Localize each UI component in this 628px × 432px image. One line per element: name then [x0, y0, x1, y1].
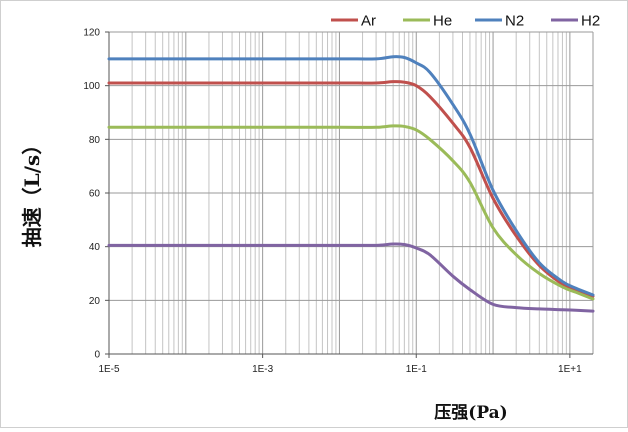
y-tick-label: 40 — [89, 242, 101, 253]
legend-label-he: He — [433, 13, 452, 30]
legend-label-h2: H2 — [581, 13, 600, 30]
y-tick-label: 120 — [83, 28, 100, 39]
series-line-h2 — [107, 242, 595, 313]
series-line-ar — [107, 80, 595, 298]
axes: 0 20 40 60 80 100 120 1E-5 1E-3 1E-1 1E+1 — [83, 28, 593, 375]
y-tick-label: 100 — [83, 81, 100, 92]
x-axis-title: 压强(Pa) — [434, 403, 507, 423]
series-lines — [107, 55, 595, 313]
y-axis-title: 抽速（L/s） — [20, 135, 44, 248]
x-tick-label: 1E-5 — [98, 364, 120, 375]
y-tick-label: 20 — [89, 296, 101, 307]
legend-label-n2: N2 — [505, 13, 524, 30]
y-tick-label: 0 — [94, 350, 100, 361]
x-tick-label: 1E-1 — [406, 364, 428, 375]
y-tick-label: 80 — [89, 135, 101, 146]
grid-lines — [108, 31, 594, 355]
legend-label-ar: Ar — [361, 13, 376, 30]
legend: Ar He N2 H2 — [331, 13, 600, 30]
x-tick-label: 1E-3 — [252, 364, 274, 375]
series-line-n2 — [107, 55, 595, 297]
series-line-he — [107, 124, 595, 301]
y-tick-label: 60 — [89, 189, 101, 200]
x-tick-label: 1E+1 — [558, 364, 582, 375]
